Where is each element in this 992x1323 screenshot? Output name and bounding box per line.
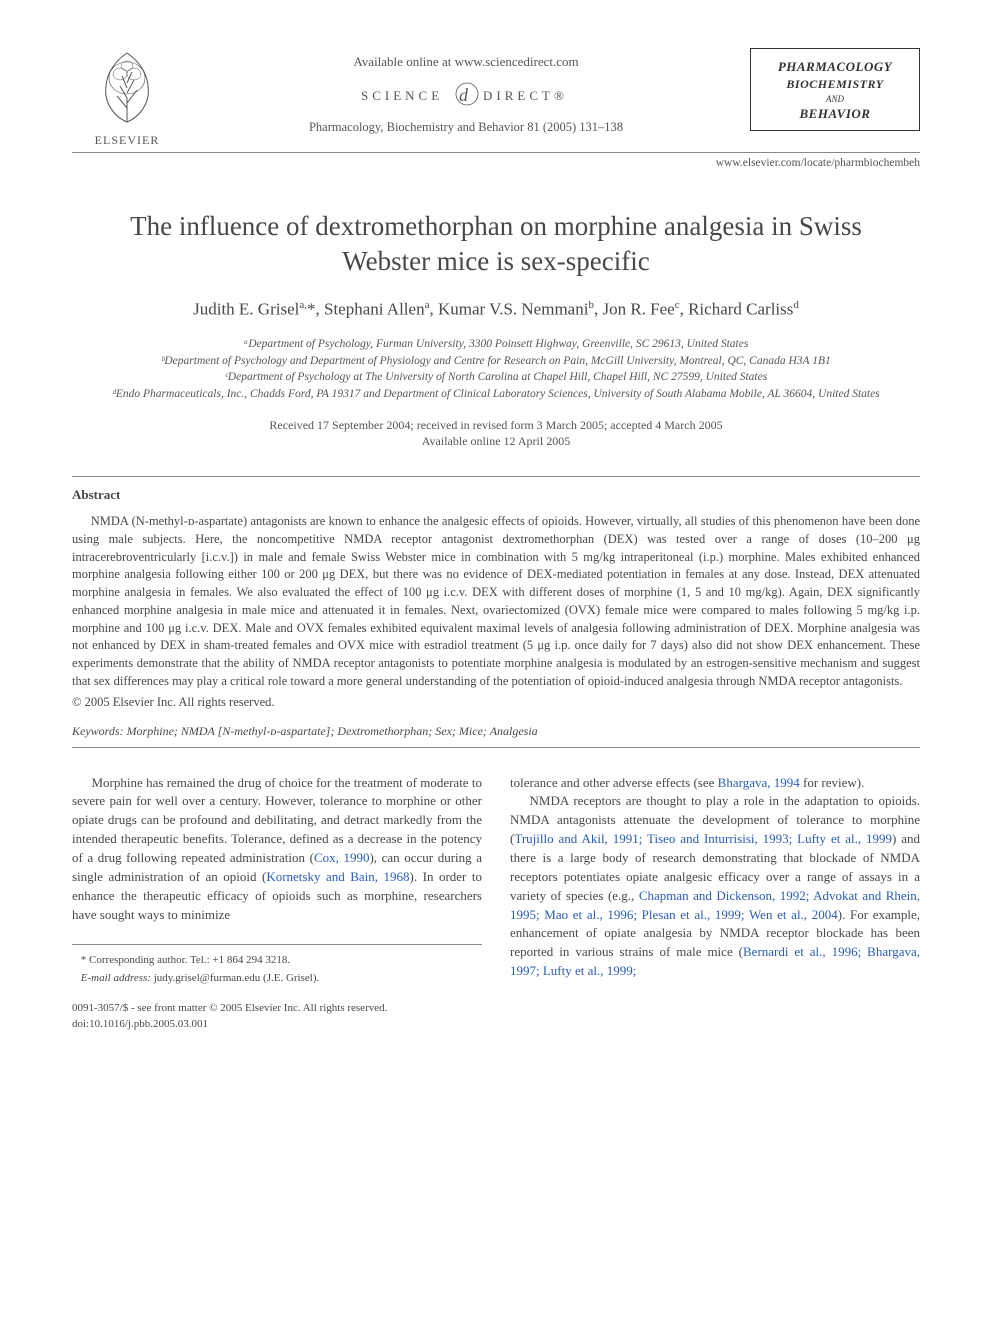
journal-reference: Pharmacology, Biochemistry and Behavior … xyxy=(182,120,750,135)
front-matter: 0091-3057/$ - see front matter © 2005 El… xyxy=(72,1001,482,1033)
journal-line1: PHARMACOLOGY xyxy=(757,59,913,75)
col1-paragraph1: Morphine has remained the drug of choice… xyxy=(72,774,482,925)
abstract-top-rule xyxy=(72,476,920,477)
journal-title-box: PHARMACOLOGY BIOCHEMISTRY AND BEHAVIOR xyxy=(750,48,920,131)
affiliation-b: ᵇDepartment of Psychology and Department… xyxy=(92,353,900,370)
received-date: Received 17 September 2004; received in … xyxy=(72,417,920,434)
citation-cox1990[interactable]: Cox, 1990 xyxy=(314,850,370,865)
journal-and: AND xyxy=(757,94,913,104)
locate-url: www.elsevier.com/locate/pharmbiochembeh xyxy=(72,157,920,169)
article-title: The influence of dextromethorphan on mor… xyxy=(102,209,890,279)
affiliation-a: ᵃDepartment of Psychology, Furman Univer… xyxy=(92,336,900,353)
journal-line3: BEHAVIOR xyxy=(757,106,913,122)
email-value: judy.grisel@furman.edu (J.E. Grisel). xyxy=(151,972,319,984)
svg-text:SCIENCE: SCIENCE xyxy=(361,88,443,103)
affiliation-c: ᶜDepartment of Psychology at The Univers… xyxy=(92,369,900,386)
body-columns: Morphine has remained the drug of choice… xyxy=(72,774,920,1034)
col2-paragraph1: tolerance and other adverse effects (see… xyxy=(510,774,920,793)
doi-line: doi:10.1016/j.pbb.2005.03.001 xyxy=(72,1017,482,1033)
article-dates: Received 17 September 2004; received in … xyxy=(72,417,920,451)
issn-line: 0091-3057/$ - see front matter © 2005 El… xyxy=(72,1001,482,1017)
citation-kornetsky1968[interactable]: Kornetsky and Bain, 1968 xyxy=(266,869,409,884)
citation-bhargava1994[interactable]: Bhargava, 1994 xyxy=(718,775,800,790)
email-line: E-mail address: judy.grisel@furman.edu (… xyxy=(72,971,482,987)
journal-line2: BIOCHEMISTRY xyxy=(757,77,913,92)
col2-text-b: for review). xyxy=(800,775,865,790)
footnotes-block: * Corresponding author. Tel.: +1 864 294… xyxy=(72,944,482,987)
publisher-block: ELSEVIER xyxy=(72,48,182,148)
keywords-line: Keywords: Morphine; NMDA [N-methyl-ᴅ-asp… xyxy=(72,724,920,739)
affiliation-d: ᵈEndo Pharmaceuticals, Inc., Chadds Ford… xyxy=(92,386,900,403)
abstract-heading: Abstract xyxy=(72,487,920,503)
header-row: ELSEVIER Available online at www.science… xyxy=(72,48,920,148)
citation-trujillo1991[interactable]: Trujillo and Akil, 1991; Tiseo and Intur… xyxy=(514,831,892,846)
available-date: Available online 12 April 2005 xyxy=(72,433,920,450)
publisher-name: ELSEVIER xyxy=(72,133,182,148)
authors-line: Judith E. Grisela,*, Stephani Allena, Ku… xyxy=(72,299,920,320)
sciencedirect-logo: SCIENCE d DIRECT® xyxy=(182,82,750,108)
col2-text-a: tolerance and other adverse effects (see xyxy=(510,775,718,790)
svg-text:d: d xyxy=(459,85,469,105)
page: ELSEVIER Available online at www.science… xyxy=(0,0,992,1073)
available-online-text: Available online at www.sciencedirect.co… xyxy=(182,54,750,70)
svg-text:DIRECT®: DIRECT® xyxy=(483,88,568,103)
corresponding-author-note: * Corresponding author. Tel.: +1 864 294… xyxy=(72,953,482,969)
abstract-body: NMDA (N-methyl-ᴅ-aspartate) antagonists … xyxy=(72,513,920,691)
column-left: Morphine has remained the drug of choice… xyxy=(72,774,482,1034)
header-rule xyxy=(72,152,920,153)
center-header: Available online at www.sciencedirect.co… xyxy=(182,48,750,135)
email-label: E-mail address: xyxy=(81,972,151,984)
affiliations: ᵃDepartment of Psychology, Furman Univer… xyxy=(92,336,900,403)
abstract-bottom-rule xyxy=(72,747,920,748)
col2-paragraph2: NMDA receptors are thought to play a rol… xyxy=(510,792,920,980)
column-right: tolerance and other adverse effects (see… xyxy=(510,774,920,1034)
abstract-copyright: © 2005 Elsevier Inc. All rights reserved… xyxy=(72,695,920,710)
elsevier-tree-icon xyxy=(92,48,162,126)
keywords-label: Keywords: xyxy=(72,724,124,738)
keywords-text: Morphine; NMDA [N-methyl-ᴅ-aspartate]; D… xyxy=(124,724,538,738)
